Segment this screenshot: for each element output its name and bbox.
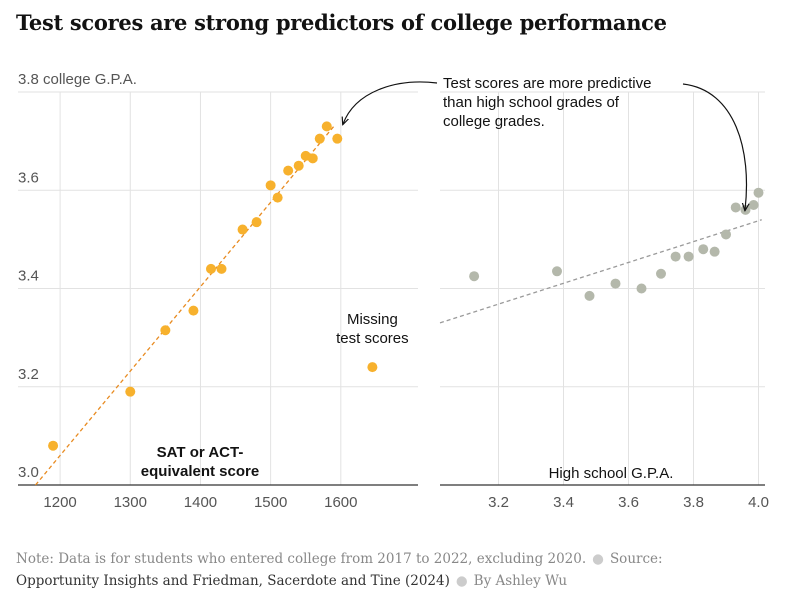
annotation-arrow-right (682, 83, 746, 210)
missing-scores-label: test scores (336, 330, 409, 347)
y-tick-label: 3.0 (18, 464, 39, 481)
data-point (48, 440, 59, 451)
data-point (469, 271, 480, 282)
data-point (584, 290, 595, 301)
data-point (698, 244, 709, 255)
y-tick-label-with-unit: 3.8 college G.P.A. (18, 71, 137, 88)
x-tick-label: 3.8 (683, 494, 704, 511)
data-point (283, 165, 294, 176)
data-point (670, 251, 681, 262)
x-tick-label: 3.2 (488, 494, 509, 511)
data-point (188, 305, 199, 316)
annotation-arrow-left (343, 81, 438, 124)
annotation-text: than high school grades of (443, 94, 620, 111)
x-tick-label: 1600 (324, 494, 357, 511)
data-point (265, 180, 276, 191)
x-axis-label: equivalent score (141, 463, 259, 480)
data-point (160, 325, 171, 336)
x-tick-label: 1400 (184, 494, 217, 511)
data-point (314, 133, 325, 144)
data-point (307, 153, 318, 164)
data-point (237, 224, 248, 235)
footer-source-text: Opportunity Insights and Friedman, Sacer… (16, 573, 450, 589)
data-point (683, 251, 694, 262)
data-point (636, 283, 647, 294)
y-tick-label: 3.6 (18, 169, 39, 186)
data-point (216, 263, 227, 274)
x-tick-label: 3.4 (553, 494, 574, 511)
data-point (709, 246, 720, 257)
x-tick-label: 1300 (114, 494, 147, 511)
footer-separator: ● (592, 551, 604, 567)
footer-source-label: Source: (609, 551, 663, 567)
x-tick-label: 4.0 (748, 494, 769, 511)
trend-line (35, 125, 335, 486)
chart-canvas: 1200 1300 1400 1500 1600 3.0 3.2 3.4 3.6 3.8 coll… (18, 71, 769, 511)
data-point-missing-scores (367, 362, 378, 373)
data-point (251, 217, 262, 228)
footer-separator: ● (455, 573, 468, 589)
data-point (721, 229, 731, 240)
data-point (205, 263, 216, 274)
data-point (293, 160, 304, 171)
data-point (730, 202, 741, 213)
left-panel-sat: 1200 1300 1400 1500 1600 3.0 3.2 3.4 3.6 3.8 coll… (18, 71, 418, 511)
x-axis-label: SAT or ACT- (157, 444, 244, 461)
x-tick-label: 1200 (43, 494, 76, 511)
missing-scores-label: Missing (347, 311, 398, 328)
data-point (272, 192, 283, 203)
footer: Note: Data is for students who entered c… (16, 548, 796, 592)
x-tick-label: 1500 (254, 494, 287, 511)
data-point (321, 121, 332, 132)
footer-byline: By Ashley Wu (473, 573, 568, 589)
data-point (610, 278, 621, 289)
annotation-text: Test scores are more predictive (443, 75, 651, 92)
data-point (748, 199, 759, 210)
data-point (753, 187, 764, 198)
data-point (332, 133, 343, 144)
annotation-layer: Test scores are more predictive than high… (343, 75, 746, 210)
right-panel-hs-gpa: 3.2 3.4 3.6 3.8 4.0 High school G.P.A. (439, 91, 769, 511)
x-tick-label: 3.6 (618, 494, 639, 511)
x-axis-label: High school G.P.A. (549, 465, 674, 482)
y-tick-label: 3.2 (18, 366, 39, 383)
data-point (656, 268, 666, 279)
data-point (552, 266, 562, 277)
chart-title: Test scores are strong predictors of col… (16, 10, 667, 35)
y-tick-label: 3.4 (18, 268, 39, 285)
data-point (125, 386, 136, 397)
footer-note: Note: Data is for students who entered c… (16, 551, 587, 567)
annotation-text: college grades. (443, 113, 545, 130)
trend-line (439, 219, 762, 324)
